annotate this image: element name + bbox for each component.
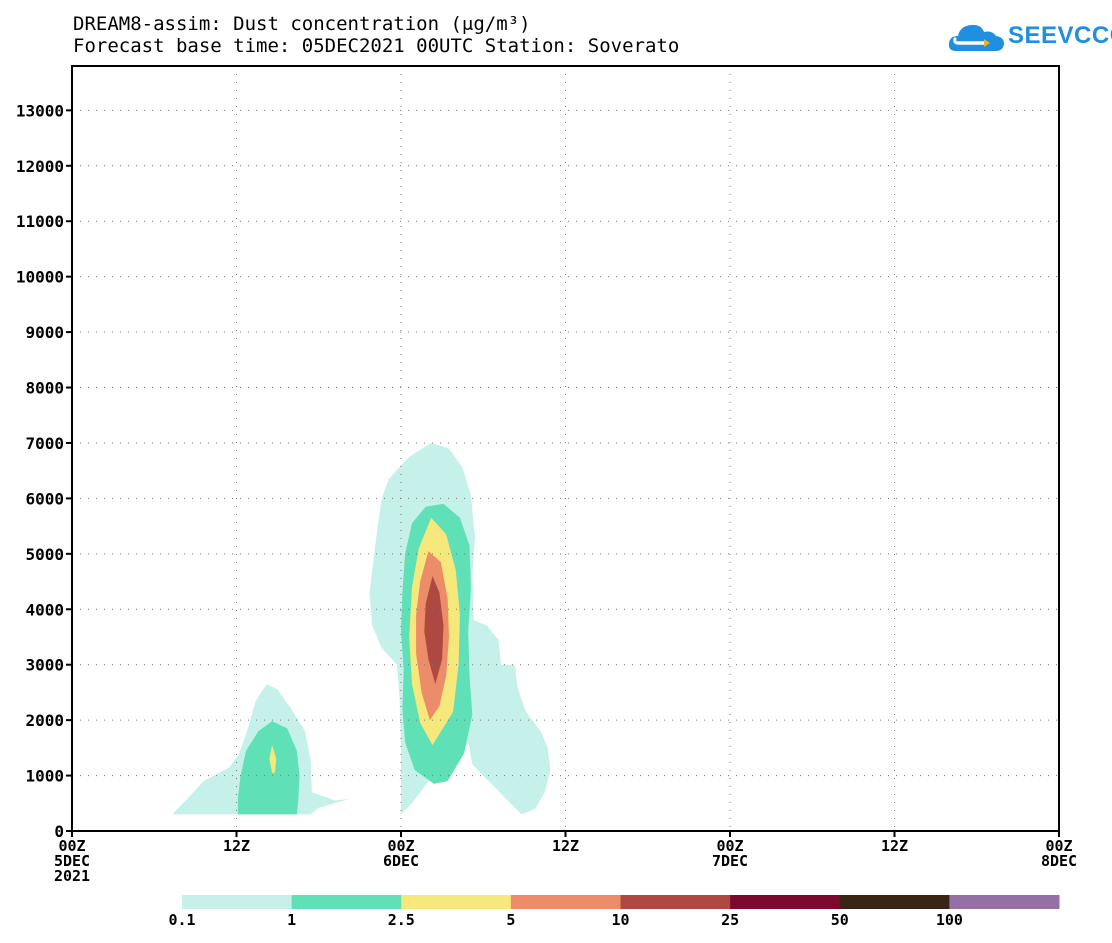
y-tick-label: 8000	[25, 379, 64, 398]
colorbar-label: 2.5	[388, 911, 415, 929]
x-tick-label: 5DEC	[54, 852, 90, 870]
x-tick-label: 00Z	[58, 837, 85, 855]
y-tick-label: 5000	[25, 545, 64, 564]
colorbar-label: 25	[721, 911, 739, 929]
plot-frame	[71, 65, 1060, 832]
colorbar-label: 5	[506, 911, 515, 929]
colorbar-swatch	[291, 895, 402, 909]
y-tick-label: 10000	[16, 268, 64, 287]
x-tick-label: 8DEC	[1041, 852, 1077, 870]
y-tick-label: 6000	[25, 489, 64, 508]
colorbar-label: 100	[936, 911, 963, 929]
grid-lines	[72, 66, 1059, 831]
x-tick-label: 00Z	[716, 837, 743, 855]
contour-region-level-10	[424, 576, 444, 685]
x-tick-label: 6DEC	[383, 852, 419, 870]
colorbar-swatch	[949, 895, 1060, 909]
colorbar-label: 0.1	[168, 911, 195, 929]
logo-text: SEEVCCC	[1008, 22, 1112, 49]
x-tick-label: 7DEC	[712, 852, 748, 870]
x-tick-label: 12Z	[223, 837, 250, 855]
colorbar-swatch	[730, 895, 841, 909]
y-tick-label: 4000	[25, 600, 64, 619]
cloud-icon	[948, 24, 1004, 51]
y-tick-label: 11000	[16, 212, 64, 231]
y-tick-label: 3000	[25, 656, 64, 675]
seevccc-logo: SEEVCCC	[948, 18, 1112, 56]
chart-subtitle: Forecast base time: 05DEC2021 00UTC Stat…	[73, 35, 680, 57]
y-tick-label: 12000	[16, 157, 64, 176]
y-axis: 0 1000 2000 3000 4000 5000 6000 7000 8000 9000 100…	[16, 101, 72, 841]
colorbar-swatch	[510, 895, 621, 909]
y-tick-label: 0	[54, 822, 64, 841]
colorbar-swatch	[182, 895, 293, 909]
y-tick-label: 9000	[25, 323, 64, 342]
y-tick-label: 7000	[25, 434, 64, 453]
contour-region-level-2_5	[269, 745, 277, 773]
x-tick-label: 12Z	[881, 837, 908, 855]
x-tick-label: 2021	[54, 867, 90, 885]
colorbar-label: 10	[611, 911, 629, 929]
x-tick-label: 00Z	[387, 837, 414, 855]
contour-region-level-1	[237, 721, 300, 815]
y-tick-label: 2000	[25, 711, 64, 730]
colorbar-swatch	[401, 895, 512, 909]
colorbar-label: 1	[287, 911, 296, 929]
colorbar-label: 50	[831, 911, 849, 929]
contour-regions	[172, 443, 551, 815]
x-tick-label: 12Z	[552, 837, 579, 855]
colorbar-swatch	[620, 895, 731, 909]
y-tick-label: 1000	[25, 767, 64, 786]
y-tick-label: 13000	[16, 101, 64, 120]
colorbar-swatch	[839, 895, 950, 909]
x-tick-label: 00Z	[1045, 837, 1072, 855]
colorbar: 0.1 1 2.5 5 10 25 50 100	[168, 895, 1060, 929]
chart-title: DREAM8-assim: Dust concentration (μg/m³)	[73, 13, 531, 35]
